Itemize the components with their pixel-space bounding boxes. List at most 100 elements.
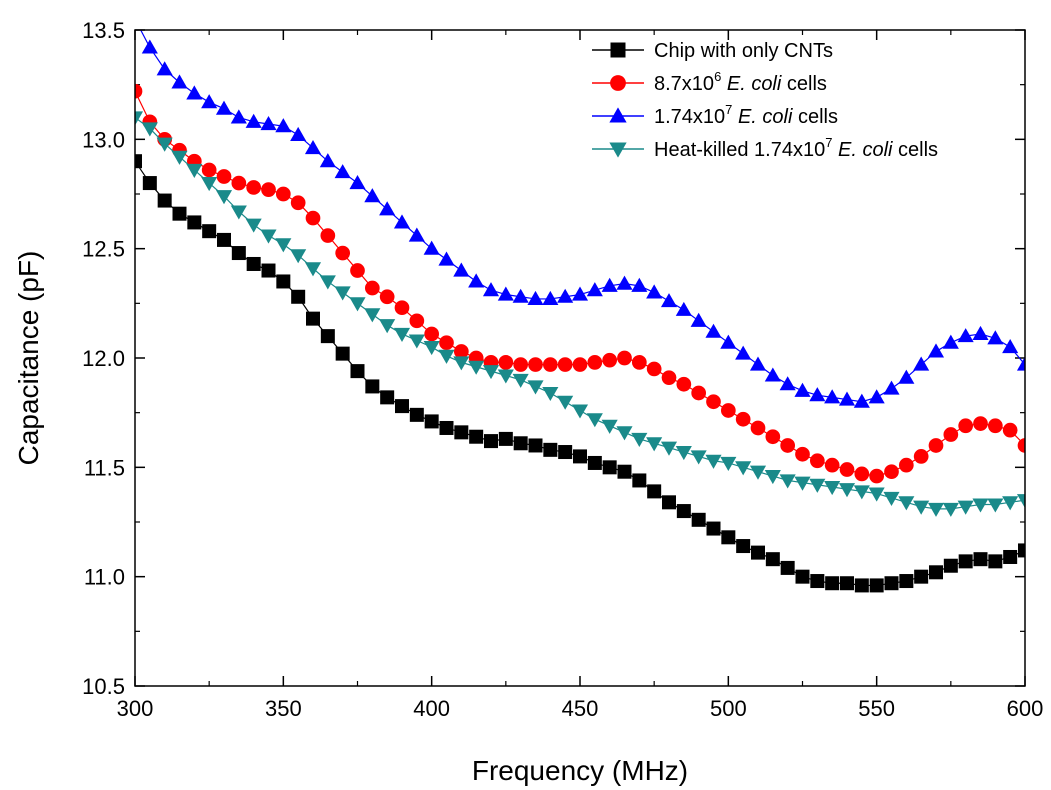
data-point [973, 416, 988, 431]
legend-item-3: 1.74x107 E. coli cells [592, 102, 838, 128]
data-point [260, 229, 277, 244]
data-point [172, 206, 187, 221]
data-point [335, 245, 351, 261]
data-point [809, 453, 825, 469]
data-point [557, 357, 573, 372]
data-point [135, 83, 143, 99]
data-point [586, 413, 603, 428]
data-point [601, 277, 618, 292]
data-point [735, 345, 752, 360]
data-point [141, 39, 158, 54]
data-point [780, 560, 795, 575]
data-point [691, 385, 707, 401]
data-point [824, 480, 841, 496]
data-point [156, 137, 173, 152]
data-point [853, 393, 870, 408]
data-point [987, 330, 1004, 345]
data-point [631, 355, 647, 370]
data-point [749, 356, 767, 371]
data-point [379, 319, 396, 334]
data-point [972, 498, 989, 513]
data-point [972, 325, 989, 340]
x-tick-label: 550 [858, 696, 895, 721]
data-point [735, 411, 751, 427]
data-point [231, 246, 246, 261]
data-point [914, 569, 929, 584]
data-point [987, 418, 1003, 434]
y-tick-label: 12.0 [82, 346, 125, 371]
data-point [898, 496, 915, 511]
data-point [854, 466, 870, 482]
data-point [973, 552, 988, 567]
data-point [675, 301, 692, 316]
data-point [542, 386, 559, 402]
data-point [853, 485, 870, 500]
data-point [201, 177, 218, 192]
y-tick-label: 11.5 [84, 455, 125, 480]
data-point [319, 153, 336, 168]
data-point [497, 286, 514, 301]
data-point [528, 438, 543, 453]
data-point [423, 341, 440, 356]
legend-marker [610, 42, 626, 58]
series-1 [135, 154, 1025, 593]
data-point [364, 308, 381, 323]
data-point [1002, 339, 1019, 354]
data-point [586, 282, 603, 297]
data-point [868, 487, 885, 502]
data-point [260, 115, 277, 131]
legend-label: Chip with only CNTs [654, 40, 833, 62]
data-point [884, 576, 899, 591]
data-point [304, 262, 322, 277]
data-point [899, 574, 914, 589]
data-point [135, 111, 144, 126]
data-point [750, 420, 766, 436]
data-point [749, 465, 767, 480]
data-point [482, 282, 500, 297]
data-point [542, 357, 558, 372]
data-point [512, 373, 529, 388]
data-point [497, 369, 514, 384]
data-point [765, 552, 780, 567]
data-point [468, 273, 485, 288]
data-point [217, 232, 231, 247]
data-point [216, 169, 232, 184]
data-point [469, 429, 484, 444]
data-point [958, 554, 973, 569]
data-point [275, 238, 292, 253]
data-point [838, 391, 856, 406]
series-line [135, 160, 1025, 587]
data-point [751, 545, 765, 560]
series-4 [135, 111, 1025, 517]
data-point [898, 369, 915, 384]
data-point [987, 498, 1004, 513]
legend-marker [609, 107, 627, 123]
data-point [261, 263, 276, 278]
data-point [482, 365, 500, 380]
data-point [884, 464, 899, 480]
data-point [350, 263, 365, 278]
data-point [646, 437, 663, 452]
data-point [660, 293, 678, 308]
data-point [141, 122, 158, 137]
data-point [720, 456, 737, 472]
data-point [365, 379, 380, 394]
data-point [571, 404, 589, 419]
y-tick-label: 13.5 [82, 18, 125, 43]
data-point [795, 569, 810, 584]
data-point [306, 311, 320, 326]
data-point [439, 335, 454, 351]
data-point [705, 454, 722, 469]
data-point [512, 288, 529, 303]
legend-marker [609, 142, 627, 158]
data-point [676, 504, 691, 519]
plot-frame [134, 29, 1026, 687]
data-point [913, 449, 929, 464]
data-point [156, 61, 173, 76]
data-point [439, 420, 454, 435]
data-point [364, 280, 380, 296]
x-tick-label: 400 [413, 696, 450, 721]
data-point [840, 576, 854, 591]
data-point [942, 502, 959, 517]
